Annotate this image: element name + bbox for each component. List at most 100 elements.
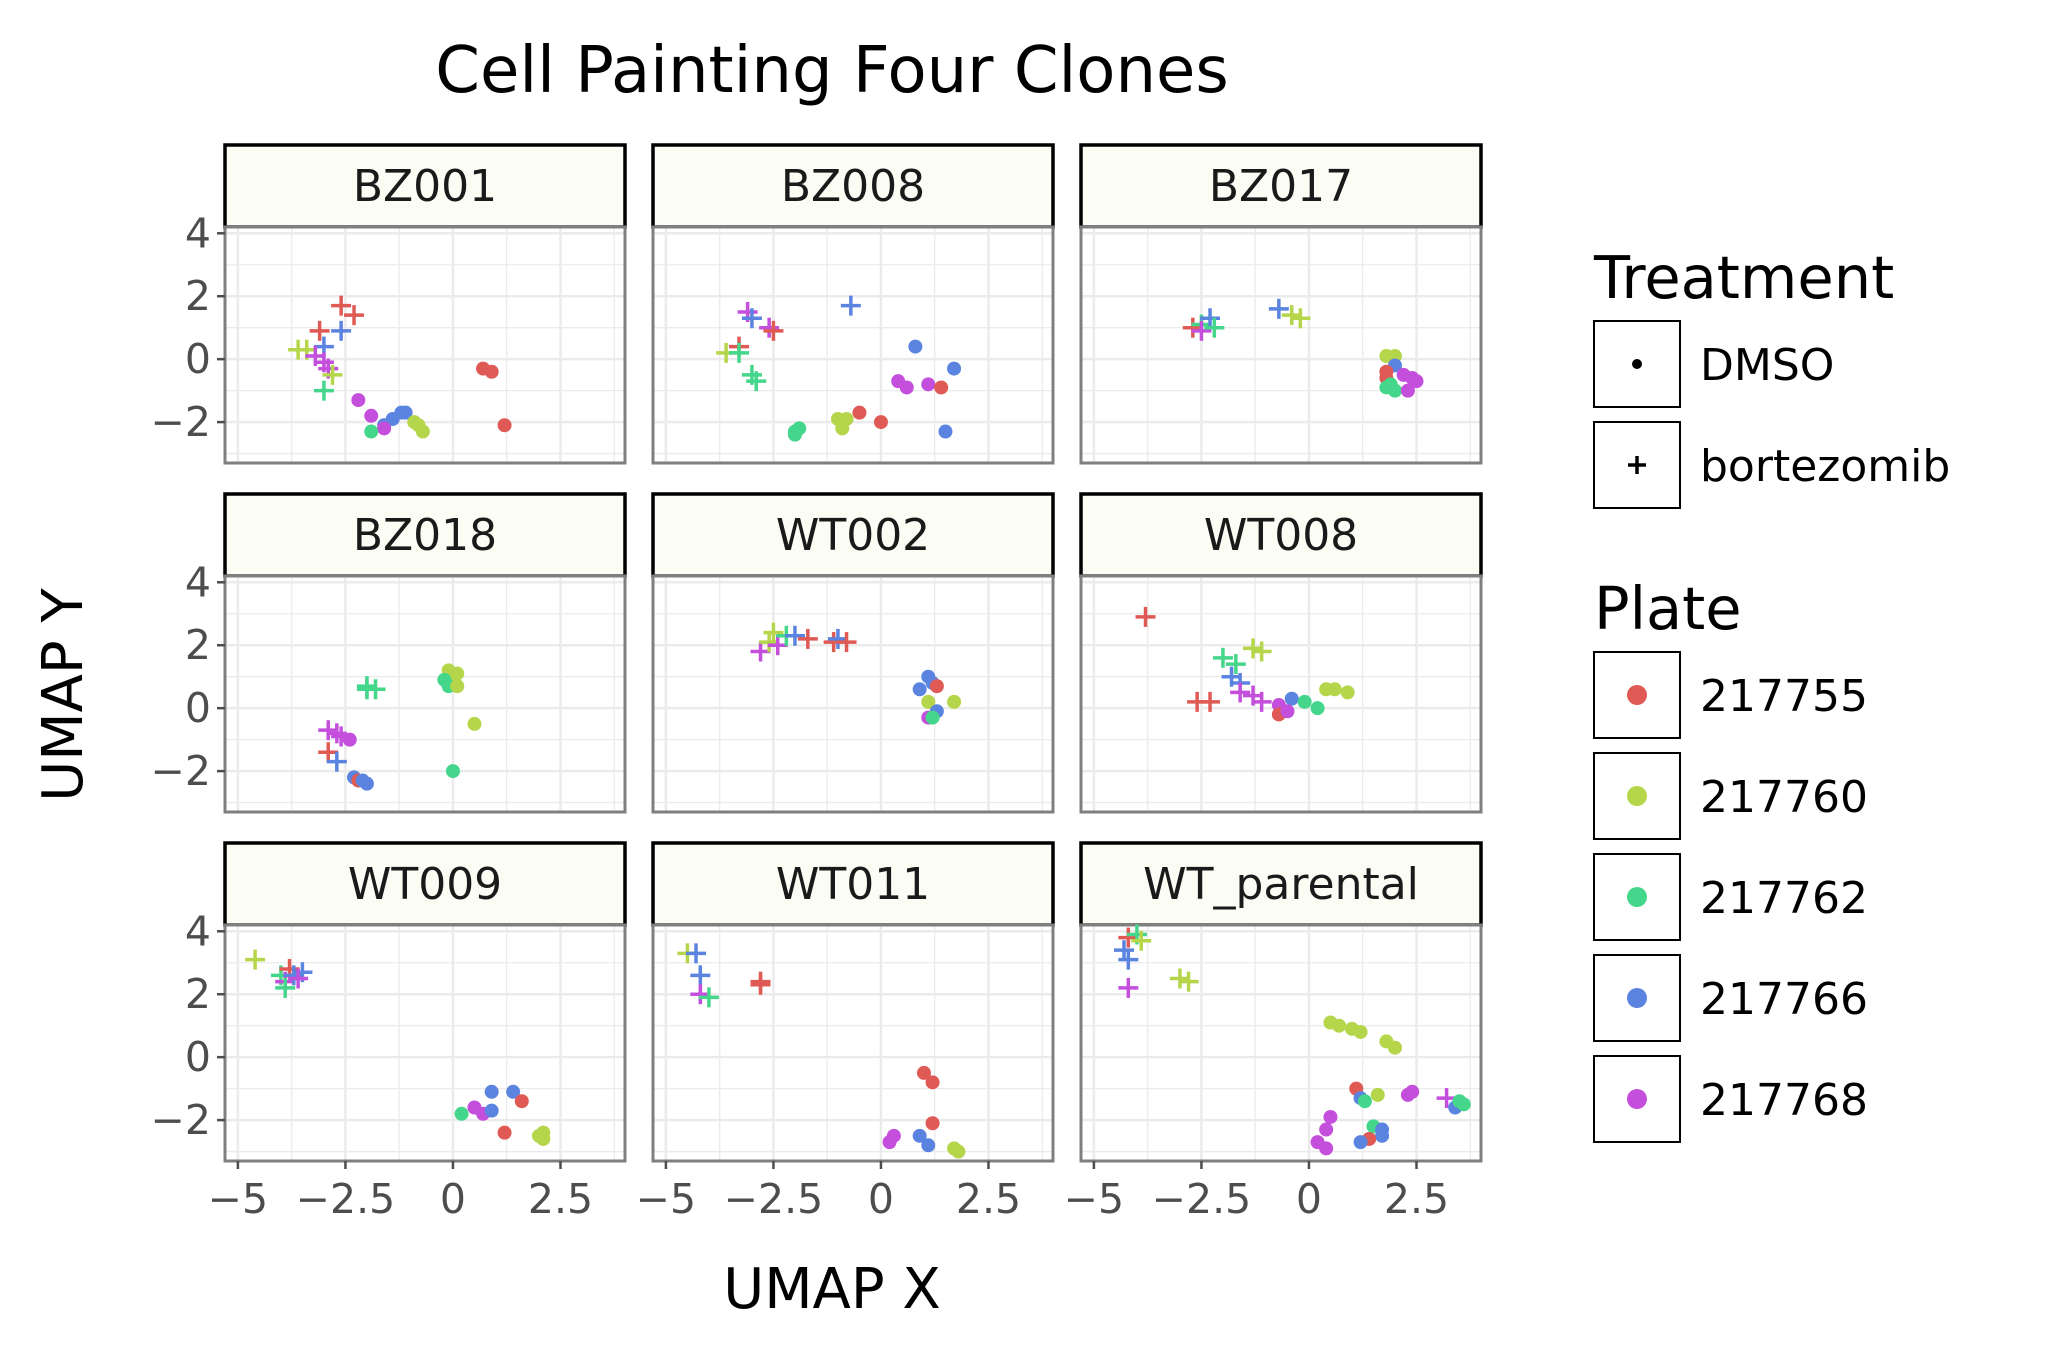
bortezomib-point xyxy=(318,742,339,763)
dmso-point xyxy=(484,1084,499,1099)
dmso-point xyxy=(1357,1094,1372,1109)
dmso-point xyxy=(882,1135,897,1150)
data-points xyxy=(750,622,962,725)
dmso-point xyxy=(852,405,867,420)
panel-border xyxy=(651,923,1055,1163)
bortezomib-point xyxy=(690,965,711,986)
plot-panel xyxy=(1081,227,1481,463)
dmso-point xyxy=(912,1128,927,1143)
bortezomib-point xyxy=(1268,298,1289,319)
dmso-point xyxy=(364,424,379,439)
dmso-point xyxy=(497,418,512,433)
gridlines xyxy=(225,925,625,1161)
dmso-point xyxy=(835,421,850,436)
facet-label: WT_parental xyxy=(1143,859,1419,910)
gridlines xyxy=(1081,227,1481,463)
bortezomib-point xyxy=(698,987,719,1008)
dmso-point xyxy=(1319,1122,1334,1137)
x-tick-label: 2.5 xyxy=(1384,1175,1449,1223)
dmso-point xyxy=(450,679,465,694)
dmso-point xyxy=(1375,1128,1390,1143)
bortezomib-point xyxy=(356,679,377,700)
y-tick-label: −2 xyxy=(151,747,211,795)
bortezomib-point xyxy=(1182,317,1203,338)
plot-panel xyxy=(1081,576,1481,812)
gridlines xyxy=(653,576,1053,812)
y-tick-label: −2 xyxy=(151,1096,211,1144)
data-points xyxy=(1182,298,1424,398)
bortezomib-point xyxy=(763,622,784,643)
panel-border xyxy=(223,574,627,814)
dmso-point xyxy=(1310,701,1325,716)
bortezomib-point xyxy=(1281,305,1302,326)
dmso-point xyxy=(908,339,923,354)
plot-panel xyxy=(653,925,1053,1161)
dmso-point xyxy=(415,424,430,439)
facet-strip xyxy=(1079,841,1483,927)
legend-label: 217766 xyxy=(1700,974,1868,1025)
x-tick-label: −2.5 xyxy=(724,1175,824,1223)
bortezomib-point xyxy=(827,628,848,649)
dmso-point xyxy=(364,408,379,423)
bortezomib-point xyxy=(690,984,711,1005)
dmso-point xyxy=(1297,694,1312,709)
legend-label: bortezomib xyxy=(1700,441,1950,492)
x-tick-label: 2.5 xyxy=(956,1175,1021,1223)
y-axis-title: UMAP Y xyxy=(31,588,96,802)
x-tick-label: 0 xyxy=(1296,1175,1322,1223)
dmso-point xyxy=(1452,1094,1467,1109)
dmso-point xyxy=(1327,682,1342,697)
y-tick-label: 4 xyxy=(185,907,211,955)
gridlines xyxy=(653,227,1053,463)
legend-label: 217762 xyxy=(1700,873,1868,924)
bortezomib-point xyxy=(784,625,805,646)
dmso-point xyxy=(947,361,962,376)
bortezomib-point xyxy=(1225,654,1246,675)
dmso-point xyxy=(1319,1141,1334,1156)
x-tick-label: −5 xyxy=(1064,1175,1124,1223)
dmso-point xyxy=(454,1106,469,1121)
bortezomib-point xyxy=(326,723,347,744)
legend: Treatment DMSO bortezomib Plate 217755 217760… xyxy=(1593,243,1950,1143)
bortezomib-point xyxy=(746,371,767,392)
bortezomib-point xyxy=(288,968,309,989)
facet-panel: WT008 xyxy=(1079,492,1483,814)
bortezomib-point xyxy=(1200,691,1221,712)
data-points xyxy=(288,295,512,439)
legend-color-dot xyxy=(1627,786,1647,806)
bortezomib-point xyxy=(344,305,365,326)
bortezomib-point xyxy=(1131,930,1152,951)
dmso-point xyxy=(947,694,962,709)
panel-border xyxy=(223,225,627,465)
dmso-point xyxy=(1332,1018,1347,1033)
dmso-point xyxy=(359,776,374,791)
legend-label: DMSO xyxy=(1700,340,1834,391)
dmso-point xyxy=(921,377,936,392)
dmso-point xyxy=(1353,1024,1368,1039)
y-tick-label: 2 xyxy=(185,272,211,320)
dmso-point xyxy=(506,1084,521,1099)
bortezomib-point xyxy=(763,320,784,341)
facet-strip xyxy=(651,492,1055,578)
dmso-point xyxy=(484,1103,499,1118)
dmso-point xyxy=(1405,1084,1420,1099)
data-points xyxy=(1114,924,1471,1156)
plot-panel xyxy=(653,227,1053,463)
x-tick-label: 0 xyxy=(868,1175,894,1223)
facet-panel: WT002 xyxy=(651,492,1055,814)
gridlines xyxy=(225,576,625,812)
bortezomib-point xyxy=(767,635,788,656)
facet-strip xyxy=(1079,492,1483,578)
x-tick-label: −2.5 xyxy=(296,1175,396,1223)
facet-panel: BZ001 −2 0 2 4 xyxy=(151,143,627,465)
legend-label: 217760 xyxy=(1700,772,1868,823)
data-points xyxy=(716,295,962,442)
dmso-point xyxy=(951,1144,966,1159)
bortezomib-point xyxy=(283,965,304,986)
y-tick-label: 0 xyxy=(185,1033,211,1081)
bortezomib-point xyxy=(245,949,266,970)
panel-border xyxy=(1079,923,1483,1163)
x-tick-label: 2.5 xyxy=(528,1175,593,1223)
bortezomib-point xyxy=(1191,320,1212,341)
facet-panel: BZ008 xyxy=(651,143,1055,465)
